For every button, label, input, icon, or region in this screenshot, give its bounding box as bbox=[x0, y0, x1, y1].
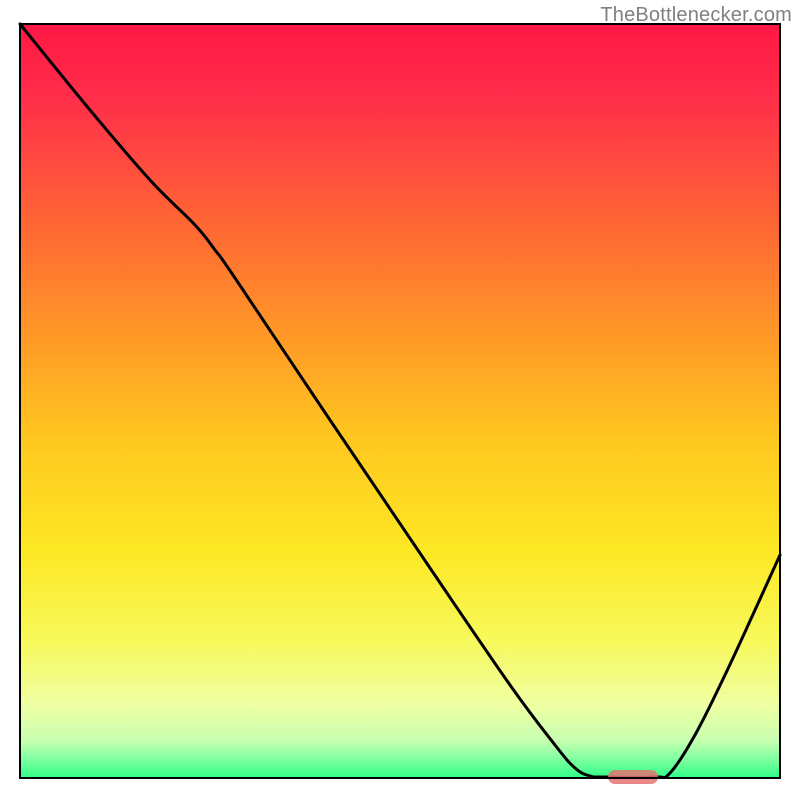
bottleneck-chart: TheBottlenecker.com bbox=[0, 0, 800, 800]
chart-svg bbox=[0, 0, 800, 800]
plot-background bbox=[20, 24, 780, 778]
watermark-text: TheBottlenecker.com bbox=[600, 4, 792, 27]
